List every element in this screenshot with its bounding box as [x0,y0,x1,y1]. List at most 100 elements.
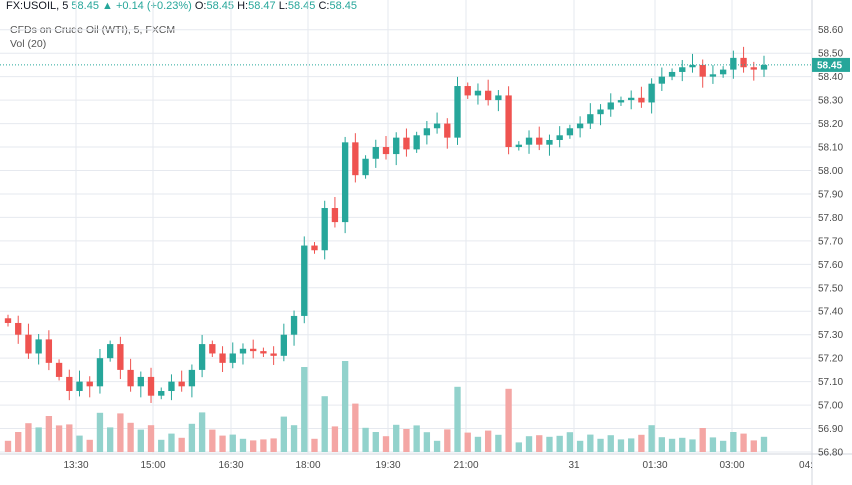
candle-body [679,67,686,72]
volume-bar [106,427,114,452]
y-tick-label: 57.00 [818,401,843,412]
candle-body [362,158,369,176]
y-tick-label: 57.10 [818,377,843,388]
candle-body [505,95,512,148]
candle-body [178,381,185,387]
candle-body [628,97,635,101]
volume-bar [464,432,471,452]
volume-bar [607,435,614,452]
volume-bar [86,439,93,452]
x-tick-label: 16:30 [218,460,243,471]
open-value: 58.45 [206,0,235,12]
volume-bar [178,437,185,452]
y-tick-label: 58.10 [818,143,843,154]
candle-body [311,245,318,251]
candle-body [740,57,747,68]
high-label: H: [237,0,249,12]
volume-bar [198,412,206,452]
y-tick-label: 58.40 [818,72,843,83]
volume-bar [679,437,686,452]
y-tick-label: 58.50 [818,49,843,60]
candle-body [229,353,236,363]
volume-bar [576,440,584,452]
candle-body [576,123,584,129]
candle-body [760,64,768,70]
volume-bar [719,440,727,452]
candle-body [372,147,379,159]
volume-bar [750,440,757,452]
volume-bar [301,367,308,452]
candle-body [495,95,502,101]
volume-bar [188,423,196,452]
candle-body [4,318,12,323]
candle-body [341,142,349,223]
candle-body [750,67,757,70]
y-tick-label: 57.60 [818,260,843,271]
y-tick-label: 57.50 [818,283,843,294]
volume-bar [15,432,22,452]
candle-body [25,334,32,354]
volume-bar [117,413,124,452]
volume-bar [433,440,441,452]
x-tick-label: 21:00 [453,460,478,471]
candle-body [525,137,533,145]
candle-body [290,315,298,335]
candle-body [250,348,257,352]
close-label: C: [318,0,330,12]
candle-body [546,139,553,145]
candle-body [15,322,22,335]
volume-bar [556,435,563,452]
volume-bar [168,433,175,452]
volume-bar [250,440,257,452]
volume-bar [648,425,655,452]
candle-body [566,128,574,136]
candle-body [454,86,461,138]
last-price-tag [812,57,850,72]
candle-body [393,137,400,155]
volume-bar [55,425,63,452]
y-tick-label: 57.20 [818,354,843,365]
candle-body [219,353,226,363]
last-price-tag-label: 58.45 [817,60,842,71]
volume-bar [628,438,635,452]
candle-body [86,381,93,387]
candle-body [464,86,471,96]
volume-bar [454,386,461,452]
candle-body [280,334,288,356]
low-label: L: [278,0,288,12]
volume-bar [689,439,696,452]
volume-bar [658,437,666,452]
volume-bar [35,427,42,452]
volume-bar [403,429,410,452]
candle-body [352,142,359,176]
candle-body [331,208,339,223]
candle-body [168,381,175,392]
y-tick-label: 58.30 [818,96,843,107]
candle-body [730,57,737,70]
volume-bar [413,425,420,452]
candle-body [444,123,451,138]
y-tick-label: 58.60 [818,25,843,36]
y-tick-label: 57.90 [818,189,843,200]
volume-bar [239,438,247,452]
y-tick-label: 57.70 [818,236,843,247]
volume-bar [505,388,512,452]
volume-bar [730,432,737,452]
candle-body [55,362,63,377]
volume-bar [515,442,522,452]
volume-bar [4,440,12,452]
y-tick-label: 57.40 [818,307,843,318]
volume-bar [66,424,73,452]
last-price: 58.45 [71,0,99,12]
volume-bar [525,436,533,452]
volume-bar [341,361,349,452]
x-tick-label: 03:00 [719,460,744,471]
candle-body [658,76,666,84]
volume-bar [290,425,298,452]
volume-bar [617,439,625,452]
volume-bar [495,434,502,452]
candle-body [403,137,410,150]
candle-body [423,128,431,136]
